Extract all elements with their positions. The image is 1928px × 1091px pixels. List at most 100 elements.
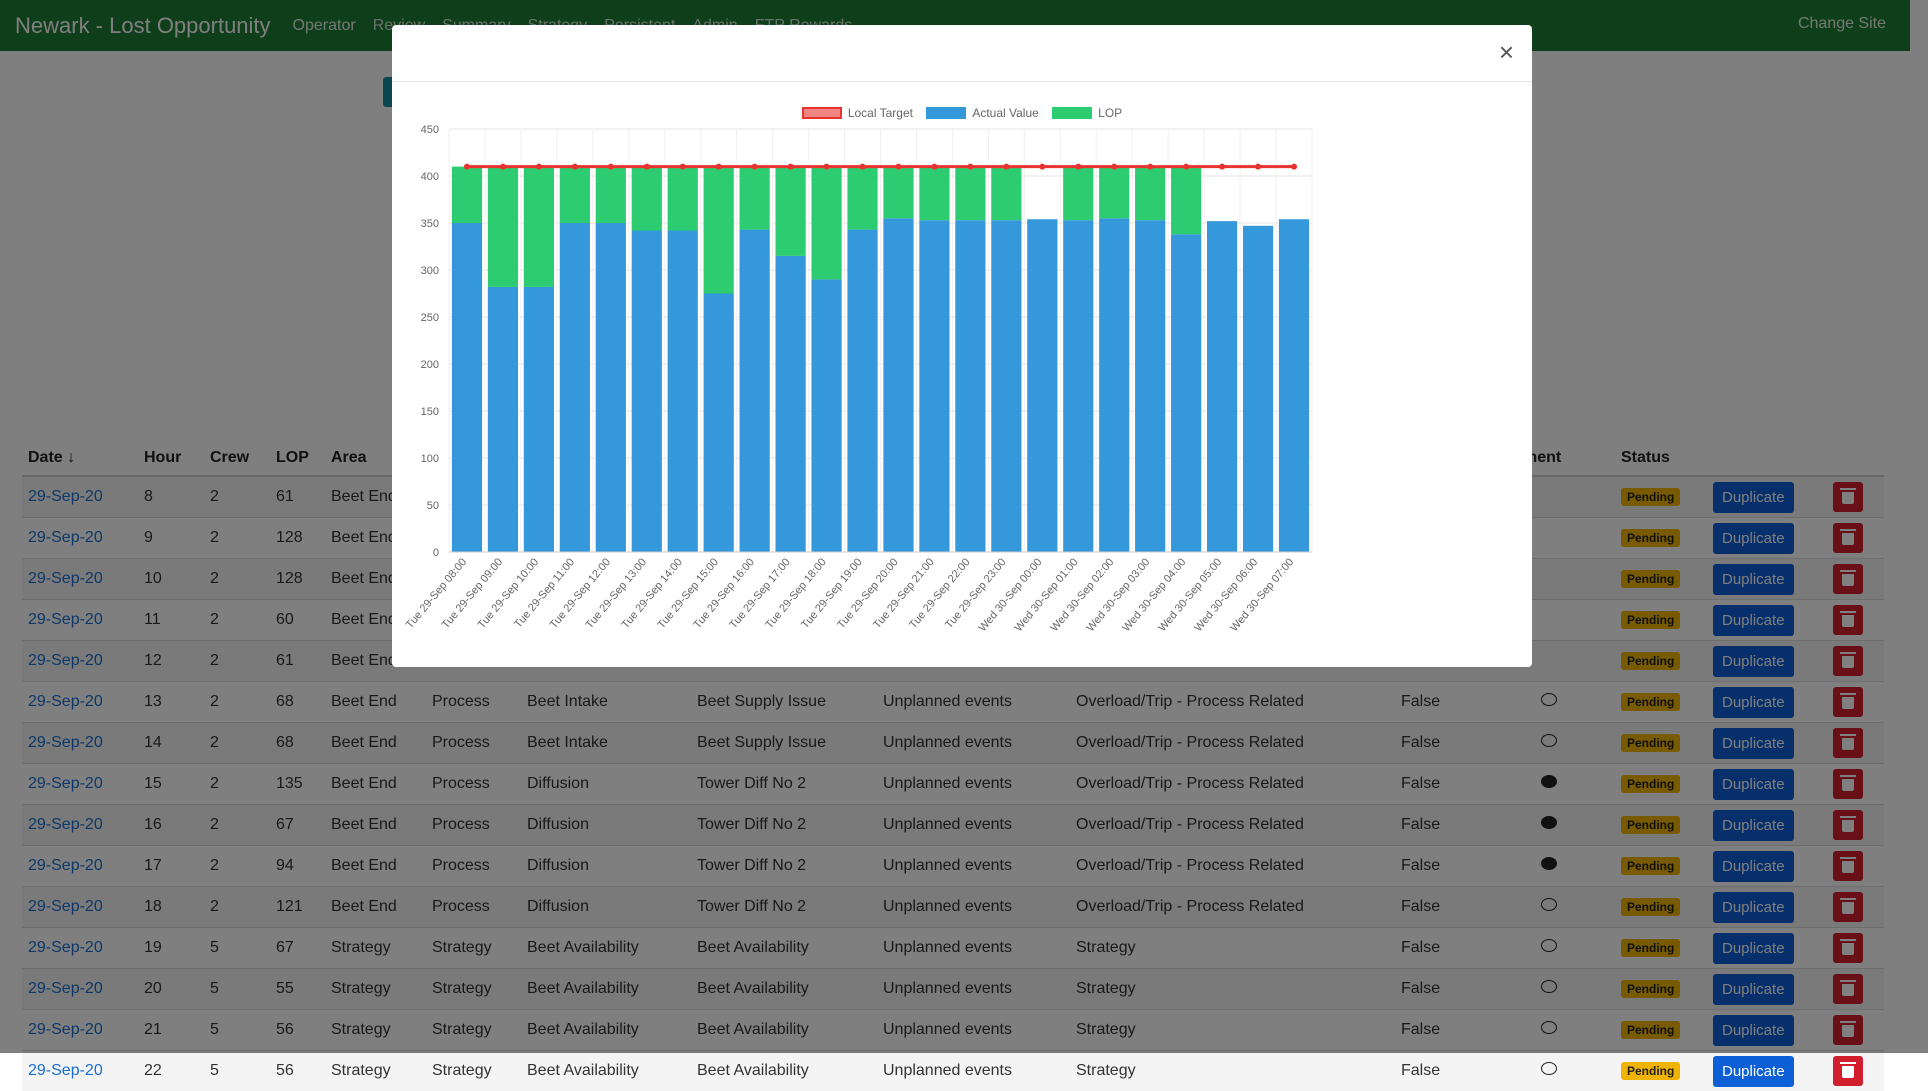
local-target-point — [931, 164, 937, 170]
x-tick-label: Wed 30-Sep 01:00 — [1013, 556, 1081, 634]
y-tick-label: 150 — [421, 406, 439, 418]
actual-value-bar — [1135, 220, 1165, 552]
actual-value-bar — [811, 279, 841, 552]
local-target-point — [1183, 164, 1189, 170]
y-tick-label: 350 — [421, 218, 439, 230]
col8-cell: Beet Availability — [691, 1051, 877, 1091]
lop-bar — [632, 167, 662, 231]
delete-button[interactable] — [1833, 1056, 1863, 1086]
date-cell: 29-Sep-20 — [22, 1051, 138, 1091]
x-tick-label: Tue 29-Sep 08:00 — [404, 556, 470, 631]
actual-value-bar — [452, 223, 482, 552]
y-tick-label: 200 — [421, 359, 439, 371]
y-tick-label: 0 — [433, 547, 439, 559]
lop-bar — [847, 167, 877, 230]
local-target-point — [644, 164, 650, 170]
actual-value-bar — [1099, 218, 1129, 552]
x-tick-label: Wed 30-Sep 07:00 — [1228, 556, 1296, 634]
status-cell: Pending — [1615, 1051, 1707, 1091]
actual-value-bar — [776, 256, 806, 552]
lop-bar — [452, 167, 482, 223]
local-target-point — [500, 164, 506, 170]
actual-value-bar — [1207, 221, 1237, 552]
local-target-point — [680, 164, 686, 170]
actual-value-bar — [847, 230, 877, 552]
lop-bar — [488, 167, 518, 287]
actual-value-bar — [704, 294, 734, 553]
y-tick-label: 100 — [421, 453, 439, 465]
local-target-point — [1291, 164, 1297, 170]
lop-bar — [740, 167, 770, 230]
actual-value-bar — [668, 231, 698, 552]
duplicate-button[interactable]: Duplicate — [1713, 1056, 1794, 1087]
x-tick-label: Wed 30-Sep 06:00 — [1192, 556, 1260, 634]
delete-cell — [1827, 1051, 1884, 1091]
lop-bar — [776, 167, 806, 256]
actual-value-bar — [596, 223, 626, 552]
lop-cell: 56 — [270, 1051, 325, 1091]
hour-cell: 22 — [138, 1051, 204, 1091]
local-target-point — [788, 164, 794, 170]
actual-value-bar — [488, 287, 518, 552]
lop-bar — [955, 167, 985, 221]
col7-cell: Beet Availability — [521, 1051, 691, 1091]
x-tick-label: Wed 30-Sep 05:00 — [1156, 556, 1224, 634]
y-tick-label: 450 — [421, 124, 439, 136]
area-cell: Strategy — [325, 1051, 426, 1091]
local-target-point — [752, 164, 758, 170]
x-tick-label: Wed 30-Sep 04:00 — [1120, 556, 1188, 634]
actual-value-bar — [955, 220, 985, 552]
duplicate-cell: Duplicate — [1707, 1051, 1827, 1091]
actual-value-bar — [1243, 226, 1273, 552]
actual-value-bar — [919, 220, 949, 552]
lop-bar — [560, 167, 590, 223]
lop-bar — [919, 167, 949, 221]
actual-value-bar — [1027, 219, 1057, 552]
local-target-point — [536, 164, 542, 170]
local-target-point — [860, 164, 866, 170]
lop-bar — [991, 167, 1021, 221]
local-target-point — [1111, 164, 1117, 170]
lop-bar — [596, 167, 626, 223]
col10-cell: Strategy — [1070, 1051, 1395, 1091]
local-target-point — [1255, 164, 1261, 170]
local-target-point — [1003, 164, 1009, 170]
local-target-point — [572, 164, 578, 170]
col6-cell: Strategy — [426, 1051, 521, 1091]
local-target-point — [895, 164, 901, 170]
local-target-point — [464, 164, 470, 170]
actual-value-bar — [632, 231, 662, 552]
actual-value-bar — [1171, 234, 1201, 552]
lop-bar — [1099, 167, 1129, 219]
lop-bar — [1171, 167, 1201, 235]
crew-cell: 5 — [204, 1051, 270, 1091]
trash-icon — [1842, 1066, 1854, 1078]
x-tick-label: Wed 30-Sep 02:00 — [1048, 556, 1116, 634]
actual-value-bar — [1279, 219, 1309, 552]
lop-bar — [811, 167, 841, 280]
lop-bar — [883, 167, 913, 219]
actual-value-bar — [1063, 220, 1093, 552]
actual-value-bar — [883, 218, 913, 552]
y-tick-label: 400 — [421, 171, 439, 183]
actual-value-bar — [524, 287, 554, 552]
lop-bar — [704, 167, 734, 294]
date-link[interactable]: 29-Sep-20 — [28, 1062, 103, 1079]
y-tick-label: 250 — [421, 312, 439, 324]
actual-value-bar — [991, 220, 1021, 552]
lop-bar — [1135, 167, 1165, 221]
local-target-point — [967, 164, 973, 170]
y-tick-label: 300 — [421, 265, 439, 277]
x-tick-label: Wed 30-Sep 03:00 — [1084, 556, 1152, 634]
local-target-point — [824, 164, 830, 170]
comment-cell — [1493, 1051, 1615, 1091]
comment-icon[interactable] — [1541, 1062, 1557, 1075]
local-target-point — [608, 164, 614, 170]
local-target-point — [1219, 164, 1225, 170]
lop-bar — [668, 167, 698, 231]
lop-bar — [524, 167, 554, 287]
status-badge: Pending — [1621, 1062, 1680, 1080]
